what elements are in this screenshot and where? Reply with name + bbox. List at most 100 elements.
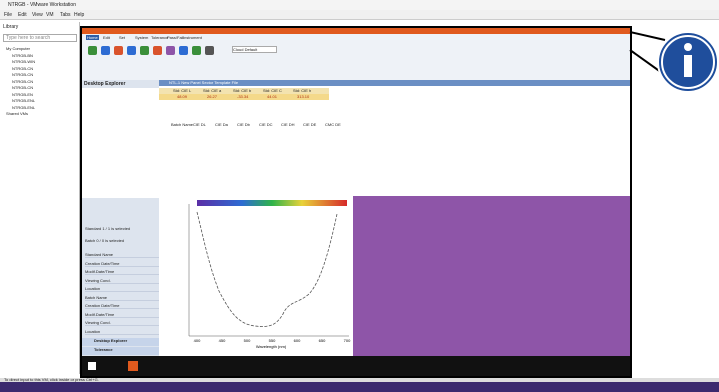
callout-line [629, 31, 666, 41]
info-field: Modif.Date/Time [85, 269, 159, 275]
tree-item[interactable]: NTRGB-ENL [12, 98, 36, 103]
ribbon-tab[interactable]: Home [86, 35, 99, 40]
x-tick-label: 550 [269, 338, 276, 343]
ribbon-button[interactable] [166, 46, 175, 55]
ribbon-button[interactable] [192, 46, 201, 55]
table-cell: 26.27 [207, 94, 218, 99]
info-field: Viewing Cond. [85, 278, 159, 284]
search-box[interactable]: Type here to search [3, 34, 77, 42]
menu-bar: File Edit View VM Tabs Help [0, 10, 719, 20]
ribbon-tab[interactable]: Tolerance [151, 35, 169, 40]
table-header: CIE Db [237, 122, 250, 127]
x-tick-label: 600 [294, 338, 301, 343]
bottom-tab[interactable]: Tolerance [82, 347, 159, 355]
tree-item[interactable]: NTRGB-CN [12, 72, 34, 77]
std-header [159, 88, 329, 94]
x-tick-label: 700 [344, 338, 351, 343]
std-row [159, 94, 329, 100]
table-cell: -33.34 [237, 94, 249, 99]
info-icon-ring [661, 35, 715, 89]
table-header: Std: CIE h [293, 88, 312, 93]
inner-taskbar [82, 356, 630, 376]
ribbon-button[interactable] [101, 46, 110, 55]
table-cell: 48.09 [177, 94, 188, 99]
chart-bg [159, 196, 353, 356]
table-header: Std: CIE C [263, 88, 282, 93]
table-header: Std: CIE a [203, 88, 222, 93]
tree-item[interactable]: My Computer [6, 46, 31, 51]
doc-tab: NTL-1 New Panel Sector Template File [159, 80, 630, 86]
info-field: Batch Name [85, 295, 159, 301]
spectrum-plot: 400 450 500 550 600 650 700 Wavelength (nm) [188, 200, 351, 349]
tree-item[interactable]: NTRGB-CN [12, 65, 34, 71]
info-stem [684, 55, 692, 77]
ribbon-tab[interactable]: System [135, 35, 149, 40]
x-axis-label: Wavelength (nm) [256, 344, 287, 349]
menu-item[interactable]: Tabs [60, 12, 71, 18]
callout-line [629, 49, 666, 76]
tree-item[interactable]: NTRGB-BN [12, 52, 33, 58]
orange-titlebar [82, 28, 630, 34]
tree-item[interactable]: NTRGB-ENL [12, 104, 36, 110]
ribbon-dropdown[interactable]: Cloud Default [232, 46, 277, 53]
x-tick-label: 650 [319, 338, 326, 343]
menu-item[interactable]: View [32, 12, 43, 18]
table-header: CIE DL [193, 122, 206, 127]
tree-item[interactable]: NTRGB-EN [12, 91, 33, 97]
app-titlebar: NTRGB - VMware Workstation [0, 0, 719, 10]
table-header: CIE DC [259, 122, 273, 127]
ribbon-button[interactable] [205, 46, 214, 55]
ribbon-button[interactable] [140, 46, 149, 55]
table-header: CIE DE [303, 122, 317, 127]
spectrum-bar [197, 200, 347, 206]
library-title: Library [3, 24, 19, 30]
info-field: Viewing Cond. [85, 320, 159, 326]
ribbon-tab[interactable]: Edit [103, 35, 110, 40]
host-taskbar [0, 382, 719, 392]
status-bar [0, 378, 719, 382]
tree-item[interactable]: NTRGB-WIN [12, 59, 36, 64]
menu-item[interactable]: Help [74, 12, 85, 18]
app-icon[interactable] [128, 361, 138, 371]
panel-title: Desktop Explorer [84, 81, 126, 87]
ribbon-button[interactable] [114, 46, 123, 55]
table-header: Std: CIE L [173, 88, 192, 93]
ribbon-tab[interactable]: Instrument [183, 35, 202, 40]
ribbon-button[interactable] [153, 46, 162, 55]
table-header: Batch Name [171, 122, 194, 127]
menu-item[interactable]: Edit [18, 12, 27, 18]
start-button[interactable] [88, 362, 96, 370]
info-field: Standard Name [85, 252, 159, 258]
table-header: Std: CIE b [233, 88, 252, 93]
info-dot [684, 43, 692, 51]
status-text: To direct input to this VM, click inside… [4, 377, 99, 382]
info-field: Modif.Date/Time [85, 312, 159, 318]
desktop-explorer: Desktop Explorer Standard 1 / 1 is selec… [82, 80, 159, 356]
info-field: Creation Date/Time [85, 261, 159, 267]
ribbon-button[interactable] [127, 46, 136, 55]
x-tick-label: 500 [244, 338, 251, 343]
table-cell: 44.01 [267, 94, 278, 99]
app-title: NTRGB - VMware Workstation [8, 2, 76, 8]
ribbon-button[interactable] [179, 46, 188, 55]
reflectance-curve [196, 211, 338, 327]
ribbon: Home Edit Set System Tolerance Pass/Fail Instr… [82, 34, 630, 80]
menu-item[interactable]: VM [46, 12, 54, 18]
purple-area [353, 196, 630, 356]
table-cell: 313.10 [297, 94, 310, 99]
tree-item[interactable]: NTRGB-CN [12, 78, 34, 84]
ribbon-tab[interactable]: Set [119, 35, 126, 40]
tree-area [82, 88, 159, 198]
menu-item[interactable]: File [4, 12, 13, 18]
selection-status: Standard 1 / 1 is selected [85, 226, 131, 231]
tree-item[interactable]: NTRGB-CN [12, 85, 34, 90]
doc-title: NTL-1 New Panel Sector Template File [169, 80, 239, 85]
ribbon-tab[interactable]: Pass/Fail [167, 35, 184, 40]
table-header: CMC DE [325, 122, 341, 127]
bottom-tab[interactable]: Desktop Explorer [82, 338, 159, 346]
main-pane: NTL-1 New Panel Sector Template File 400… [159, 80, 630, 356]
ribbon-button[interactable] [88, 46, 97, 55]
table-header: CIE Da [215, 122, 228, 127]
tree-item[interactable]: Shared VMs [6, 111, 29, 116]
